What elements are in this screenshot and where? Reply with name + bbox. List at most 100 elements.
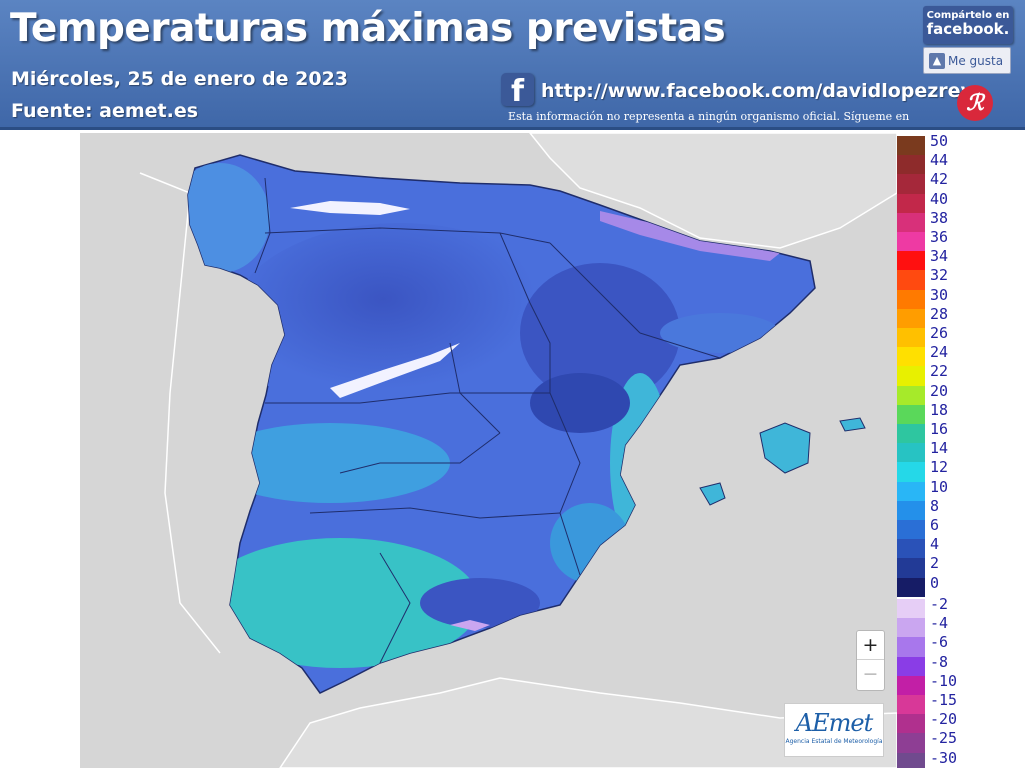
- share-label: Compártelo en: [926, 10, 1010, 21]
- legend-swatch: [897, 366, 925, 386]
- iberian-system-cold: [530, 373, 630, 433]
- legend-tick-label: 44: [930, 151, 949, 170]
- legend-tick-label: 30: [930, 285, 949, 304]
- morocco-land: [279, 677, 897, 768]
- legend-tick-label-negative: -2: [930, 595, 949, 613]
- legend-tick-label-negative: -20: [930, 710, 958, 729]
- legend-swatch: [897, 462, 925, 482]
- zoom-in-button[interactable]: +: [857, 631, 884, 660]
- legend-swatch: [897, 232, 925, 252]
- legend-tick-label-negative: -30: [930, 748, 958, 767]
- sierra-nevada-subzero: [450, 620, 490, 631]
- legend-swatch-negative: [897, 637, 925, 657]
- legend-tick-label: 50: [930, 132, 949, 150]
- legend-tick-label-negative: -10: [930, 671, 958, 690]
- murcia-coast-zone: [550, 503, 630, 583]
- cold-ebro-zone: [520, 263, 680, 403]
- legend-tick-label: 2: [930, 554, 940, 573]
- france-land: [529, 133, 897, 249]
- thumbs-up-icon: ▲: [929, 52, 945, 69]
- legend-swatch: [897, 520, 925, 540]
- legend-swatch: [897, 174, 925, 194]
- like-label: Me gusta: [948, 53, 1004, 68]
- legend-swatch: [897, 558, 925, 578]
- aemet-logo-name: AEmet: [795, 709, 873, 737]
- legend-tick-label-negative: -8: [930, 652, 949, 671]
- zoom-out-button[interactable]: −: [862, 663, 879, 685]
- legend-tick-label: 24: [930, 343, 949, 362]
- share-brand-label: facebook.: [926, 20, 1010, 38]
- legend-tick-label: 34: [930, 247, 949, 266]
- legend-tick-label: 38: [930, 208, 949, 227]
- legend-swatch-negative: [897, 675, 925, 695]
- galicia-mild-zone: [188, 163, 270, 273]
- zoom-control: + −: [856, 630, 885, 691]
- legend-tick-label: 8: [930, 496, 940, 515]
- legend-tick-label: 18: [930, 400, 949, 419]
- central-system-snow: [330, 343, 460, 398]
- catalonia-coast-zone: [660, 313, 780, 353]
- map-canvas: [139, 133, 897, 768]
- facebook-icon[interactable]: f: [501, 73, 534, 106]
- source-credit: Fuente: aemet.es: [11, 100, 199, 122]
- legend-swatch: [897, 443, 925, 463]
- aemet-logo-subtitle: Agencia Estatal de Meteorología: [785, 738, 883, 745]
- legend-tick-label: 40: [930, 189, 949, 208]
- legend-tick-label-negative: -6: [930, 633, 949, 652]
- legend-tick-label: 14: [930, 439, 949, 458]
- legend-tick-label-negative: -25: [930, 729, 958, 748]
- menorca-island: [839, 417, 866, 432]
- legend-tick-label: 0: [930, 573, 940, 592]
- legend-swatch: [897, 212, 925, 232]
- temperature-map[interactable]: + − AEmet Agencia Estatal de Meteorologí…: [80, 133, 897, 768]
- ibiza-island: [699, 482, 726, 506]
- extremadura-band: [210, 423, 450, 503]
- legend-tick-label: 32: [930, 266, 949, 285]
- legend-swatch: [897, 251, 925, 271]
- forecast-date: Miércoles, 25 de enero de 2023: [11, 68, 349, 90]
- legend-swatch-negative: [897, 733, 925, 753]
- share-facebook-button[interactable]: Compártelo en facebook.: [923, 6, 1013, 44]
- betic-cold-zone: [420, 578, 540, 628]
- legend-swatch-negative: [897, 656, 925, 676]
- legend-tick-label: 10: [930, 477, 949, 496]
- legend-swatch-negative: [897, 618, 925, 638]
- aemet-logo: AEmet Agencia Estatal de Meteorología: [784, 703, 884, 757]
- cold-plateau-zone: [230, 223, 570, 423]
- legend-tick-label: 26: [930, 324, 949, 342]
- facebook-link[interactable]: http://www.facebook.com/davidlopezrey: [541, 80, 973, 102]
- legend-tick-label: 28: [930, 304, 949, 323]
- legend-tick-label: 22: [930, 362, 949, 381]
- legend-swatch: [897, 577, 925, 597]
- legend-swatch: [897, 155, 925, 175]
- legend-tick-label: 6: [930, 516, 940, 534]
- legend-swatch-negative: [897, 695, 925, 715]
- mallorca-island: [759, 422, 811, 474]
- legend-tick-label: 12: [930, 458, 949, 477]
- legend-swatch: [897, 347, 925, 367]
- legend-swatch: [897, 539, 925, 559]
- legend-swatch: [897, 289, 925, 309]
- legend-swatch: [897, 385, 925, 405]
- legend-tick-label-negative: -15: [930, 691, 958, 709]
- legend-swatch: [897, 500, 925, 520]
- cantabrian-snow: [290, 201, 410, 215]
- legend-swatch: [897, 481, 925, 501]
- legend-tick-label: 16: [930, 420, 949, 438]
- legend-swatch-negative: [897, 599, 925, 619]
- legend-swatch: [897, 193, 925, 213]
- ribbon-logo-icon[interactable]: ℛ: [957, 85, 993, 121]
- region-borders: [254, 177, 721, 664]
- legend-swatch-negative: [897, 752, 925, 768]
- page-title: Temperaturas máximas previstas: [10, 6, 726, 51]
- legend-tick-label: 36: [930, 228, 949, 246]
- legend-swatch: [897, 270, 925, 290]
- legend-swatch: [897, 404, 925, 424]
- legend-tick-label: 20: [930, 381, 949, 400]
- legend-swatch: [897, 308, 925, 328]
- legend-tick-label-negative: -4: [930, 614, 949, 633]
- disclaimer-text: Esta información no representa a ningún …: [508, 110, 910, 123]
- legend-swatch-negative: [897, 714, 925, 734]
- like-button[interactable]: ▲ Me gusta: [923, 47, 1011, 74]
- legend-tick-label: 42: [930, 170, 949, 189]
